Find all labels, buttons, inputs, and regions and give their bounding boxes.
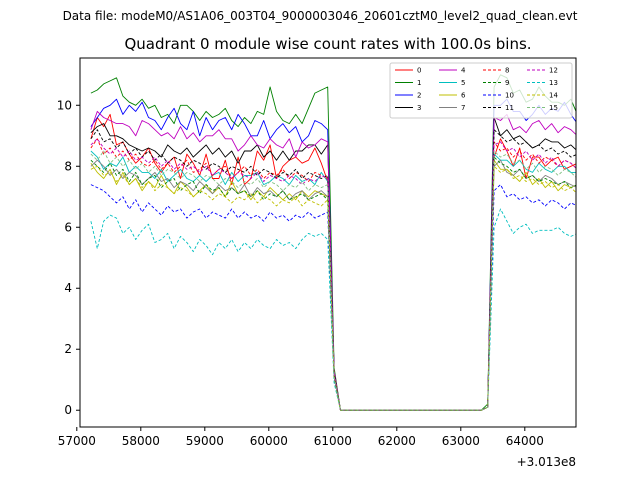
y-tick-label: 10 (57, 98, 72, 112)
y-tick-label: 4 (64, 281, 72, 295)
x-offset-label: +3.013e8 (517, 455, 576, 469)
series-lines (90, 74, 576, 411)
legend-box (389, 62, 573, 119)
series-line-15 (90, 150, 576, 411)
legend-label-15: 15 (549, 104, 558, 112)
y-tick-label: 0 (64, 403, 72, 417)
legend-label-1: 1 (417, 79, 421, 87)
legend-label-14: 14 (549, 92, 558, 100)
legend-label-0: 0 (417, 67, 421, 75)
legend-label-5: 5 (461, 79, 465, 87)
legend-label-13: 13 (549, 79, 558, 87)
figure-suptitle: Data file: modeM0/AS1A06_003T04_90000030… (63, 9, 578, 23)
x-tick-label: 58000 (122, 434, 160, 448)
legend-label-6: 6 (461, 92, 466, 100)
chart-title: Quadrant 0 module wise count rates with … (124, 35, 531, 53)
axes-frame (79, 57, 577, 428)
x-tick-label: 59000 (186, 434, 224, 448)
axes-ticks: 57000 58000 59000 60000 61000 62000 63000 64000… (57, 98, 544, 448)
x-tick-label: 61000 (314, 434, 352, 448)
y-tick-label: 6 (64, 220, 72, 234)
legend-label-7: 7 (461, 104, 465, 112)
series-line-9 (90, 156, 576, 411)
y-tick-label: 8 (64, 159, 72, 173)
legend-label-2: 2 (417, 92, 421, 100)
x-tick-label: 57000 (58, 434, 96, 448)
x-tick-label: 64000 (506, 434, 544, 448)
legend-label-8: 8 (505, 67, 509, 75)
y-tick-label: 2 (64, 342, 72, 356)
x-tick-label: 60000 (250, 434, 288, 448)
legend-label-4: 4 (461, 67, 466, 75)
x-tick-label: 62000 (378, 434, 416, 448)
series-line-8 (90, 138, 576, 411)
legend-label-3: 3 (417, 104, 421, 112)
legend-label-11: 11 (505, 104, 514, 112)
legend-label-10: 10 (505, 92, 514, 100)
series-line-12 (90, 138, 576, 411)
x-tick-label: 63000 (442, 434, 480, 448)
legend-label-12: 12 (549, 67, 558, 75)
legend-label-9: 9 (505, 79, 509, 87)
